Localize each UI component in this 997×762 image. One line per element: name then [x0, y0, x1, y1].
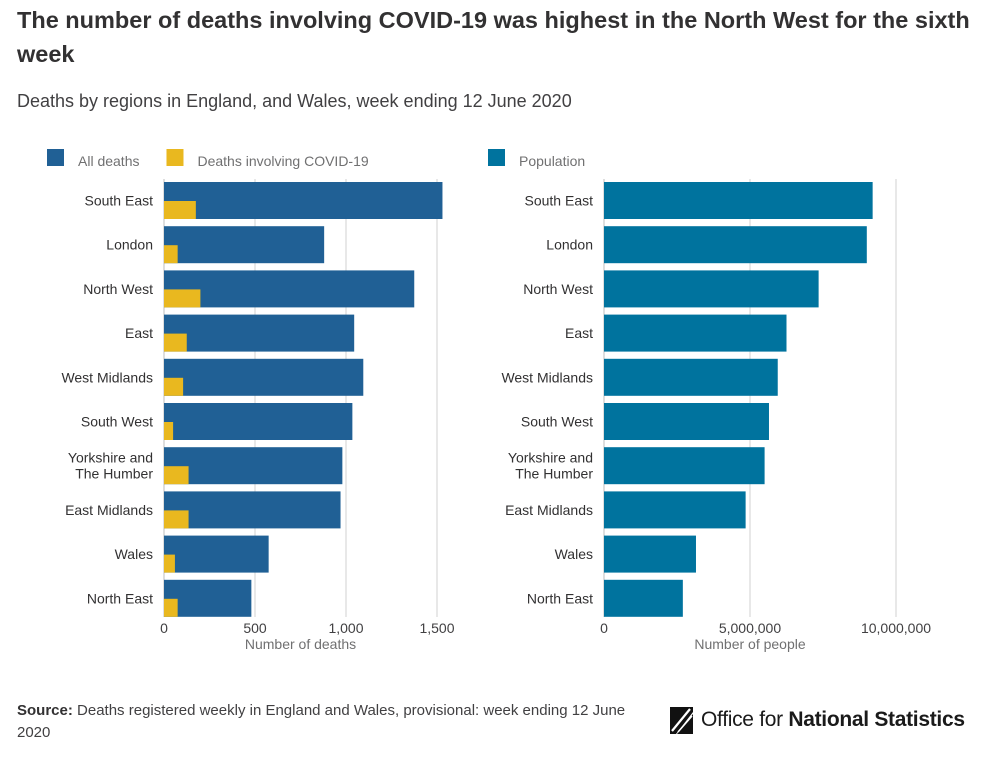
bar-population-wales	[604, 535, 696, 573]
category-label-east: East	[565, 325, 593, 341]
category-label-north-west: North West	[523, 281, 593, 297]
bar-deaths-involving-covid-19-london	[164, 245, 178, 264]
bar-population-north-west	[604, 270, 819, 308]
category-label-yorkshire-and-the-humber-line2: The Humber	[75, 466, 153, 482]
x-axis-title: Number of people	[694, 636, 806, 652]
category-label-south-east: South East	[525, 193, 594, 209]
legend-swatch-all-deaths	[47, 149, 64, 166]
bar-deaths-involving-covid-19-wales	[164, 554, 175, 573]
category-label-south-west: South West	[521, 414, 593, 430]
category-label-wales: Wales	[115, 546, 153, 562]
bar-all-deaths-yorkshire-and-the-humber	[164, 447, 343, 485]
chart-subtitle: Deaths by regions in England, and Wales,…	[17, 91, 572, 111]
bar-population-west-midlands	[604, 358, 778, 396]
legend-label-population: Population	[519, 153, 585, 169]
bar-population-south-east	[604, 182, 873, 219]
bar-all-deaths-north-west	[164, 270, 415, 308]
bar-all-deaths-london	[164, 226, 325, 264]
bar-population-south-west	[604, 403, 769, 440]
bar-population-london	[604, 226, 867, 264]
source-label: Source:	[17, 702, 73, 719]
category-label-east: East	[125, 325, 153, 341]
bar-deaths-involving-covid-19-south-west	[164, 422, 174, 440]
bar-population-east-midlands	[604, 491, 746, 529]
x-axis-title: Number of deaths	[245, 636, 356, 652]
category-label-south-east: South East	[85, 193, 154, 209]
charts-canvas: 0 500 1,000 1,500 Number of deaths All deaths…	[47, 149, 931, 652]
source-note: Source: Deaths registered weekly in Engl…	[17, 700, 647, 744]
ons-logo[interactable]: Office for National Statistics	[668, 704, 965, 736]
bar-population-east	[604, 314, 787, 352]
legend-swatch-deaths-involving-covid-19	[166, 149, 184, 166]
bar-population-yorkshire-and-the-humber	[604, 447, 765, 485]
bar-all-deaths-east	[164, 314, 355, 352]
category-label-london: London	[106, 237, 153, 253]
source-text: Deaths registered weekly in England and …	[17, 702, 626, 741]
x-tick-label: 0	[600, 620, 608, 636]
ons-logo-text: Office for National Statistics	[701, 708, 965, 731]
category-label-east-midlands: East Midlands	[505, 502, 593, 518]
category-label-east-midlands: East Midlands	[65, 502, 153, 518]
bar-deaths-involving-covid-19-south-east	[164, 201, 196, 219]
bar-population-north-east	[604, 579, 683, 617]
bar-deaths-involving-covid-19-east	[164, 333, 187, 352]
chart-title: The number of deaths involving COVID-19 …	[17, 7, 970, 67]
bar-deaths-involving-covid-19-north-east	[164, 598, 178, 617]
category-label-wales: Wales	[555, 546, 593, 562]
ons-logo-icon	[670, 706, 693, 734]
category-label-yorkshire-and-the-humber: Yorkshire and	[508, 450, 593, 466]
x-tick-label: 10,000,000	[861, 620, 931, 636]
category-label-west-midlands: West Midlands	[61, 369, 153, 385]
category-label-north-west: North West	[83, 281, 153, 297]
x-tick-label: 500	[243, 620, 267, 636]
bar-all-deaths-wales	[164, 535, 269, 573]
category-label-west-midlands: West Midlands	[501, 369, 593, 385]
legend-label-all-deaths: All deaths	[78, 153, 139, 169]
bar-all-deaths-south-east	[164, 182, 443, 219]
bar-all-deaths-west-midlands	[164, 358, 364, 396]
category-label-north-east: North East	[87, 590, 153, 606]
category-label-yorkshire-and-the-humber-line2: The Humber	[515, 466, 593, 482]
bar-deaths-involving-covid-19-west-midlands	[164, 377, 184, 396]
legend-swatch-population	[488, 149, 505, 166]
x-tick-label: 1,000	[328, 620, 363, 636]
bar-deaths-involving-covid-19-north-west	[164, 289, 201, 308]
bar-all-deaths-north-east	[164, 579, 252, 617]
bar-all-deaths-east-midlands	[164, 491, 341, 529]
x-tick-label: 0	[160, 620, 168, 636]
bar-deaths-involving-covid-19-east-midlands	[164, 510, 189, 529]
category-label-north-east: North East	[527, 590, 593, 606]
category-label-london: London	[546, 237, 593, 253]
bar-deaths-involving-covid-19-yorkshire-and-the-humber	[164, 466, 189, 485]
x-tick-label: 1,500	[419, 620, 454, 636]
x-tick-label: 5,000,000	[719, 620, 781, 636]
category-label-yorkshire-and-the-humber: Yorkshire and	[68, 450, 153, 466]
bar-all-deaths-south-west	[164, 403, 353, 440]
legend-label-deaths-involving-covid-19: Deaths involving COVID-19	[197, 153, 368, 169]
category-label-south-west: South West	[81, 414, 153, 430]
